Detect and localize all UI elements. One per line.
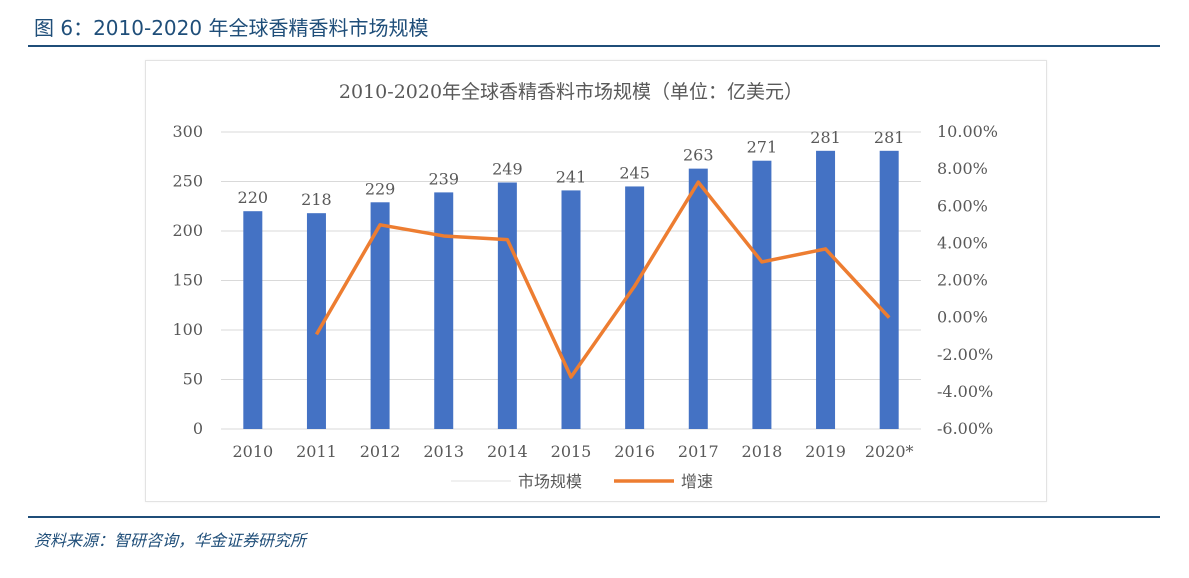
bar: [688, 168, 708, 429]
y-left-tick-label: 200: [172, 221, 203, 240]
x-tick-label: 2016: [614, 442, 655, 461]
x-tick-label: 2020*: [865, 442, 914, 461]
x-tick-label: 2012: [360, 442, 401, 461]
bar-data-label: 249: [492, 159, 523, 178]
bar: [752, 160, 772, 429]
x-tick-label: 2011: [296, 442, 337, 461]
x-tick-label: 2013: [423, 442, 464, 461]
y-right-tick-label: 0.00%: [937, 308, 988, 327]
chart-svg: 2010-2020年全球香精香料市场规模（单位：亿美元） 0 50 100 150 200…: [172, 81, 998, 491]
figure-title: 图 6：2010-2020 年全球香精香料市场规模: [34, 16, 429, 40]
y-right-tick-label: 4.00%: [937, 233, 988, 252]
x-tick-label: 2017: [678, 442, 719, 461]
bar: [625, 186, 645, 429]
bar: [243, 211, 263, 429]
growth-line: [314, 180, 891, 379]
x-tick-label: 2010: [232, 442, 273, 461]
y-right-tick-label: -4.00%: [937, 382, 993, 401]
y-right-tick-label: 6.00%: [937, 196, 988, 215]
y-left-tick-label: 300: [172, 122, 203, 141]
bar-data-label: 239: [428, 169, 459, 188]
legend-label-bar: 市场规模: [518, 472, 582, 491]
bottom-rule: [28, 516, 1160, 518]
chart-title: 2010-2020年全球香精香料市场规模（单位：亿美元）: [339, 81, 803, 103]
y-right-tick-label: -2.00%: [937, 345, 993, 364]
y-right-tick-label: -6.00%: [937, 419, 993, 438]
source-note: 资料来源：智研咨询，华金证券研究所: [34, 531, 307, 550]
bar-data-label: 229: [365, 179, 396, 198]
bar: [561, 190, 581, 429]
bar: [879, 150, 899, 429]
y-right-tick-label: 2.00%: [937, 271, 988, 290]
y-right-tick-label: 8.00%: [937, 159, 988, 178]
chart-container: 2010-2020年全球香精香料市场规模（单位：亿美元） 0 50 100 150 200…: [145, 60, 1047, 502]
y-left-tick-label: 150: [172, 271, 203, 290]
bar: [497, 182, 517, 429]
y-left-tick-label: 100: [172, 320, 203, 339]
y-left-tick-label: 50: [183, 370, 203, 389]
bar-data-label: 263: [683, 146, 714, 165]
y-right-tick-label: 10.00%: [937, 122, 998, 141]
y-left-tick-label: 250: [172, 172, 203, 191]
x-tick-label: 2019: [805, 442, 846, 461]
top-rule: [28, 45, 1160, 47]
bar-data-label: 281: [874, 128, 905, 147]
x-tick-label: 2015: [551, 442, 592, 461]
bar-data-label: 271: [747, 138, 778, 157]
bar: [434, 192, 454, 429]
x-tick-label: 2014: [487, 442, 528, 461]
bar-data-label: 245: [619, 163, 650, 182]
x-tick-label: 2018: [742, 442, 783, 461]
legend-label-line: 增速: [681, 472, 713, 491]
bar-data-label: 218: [301, 190, 332, 209]
bar-data-label: 220: [238, 188, 269, 207]
y-left-tick-label: 0: [193, 419, 203, 438]
bar-data-label: 241: [556, 167, 587, 186]
bar: [370, 202, 390, 429]
bar: [816, 150, 836, 429]
bar-data-label: 281: [810, 128, 841, 147]
bar: [306, 213, 326, 429]
